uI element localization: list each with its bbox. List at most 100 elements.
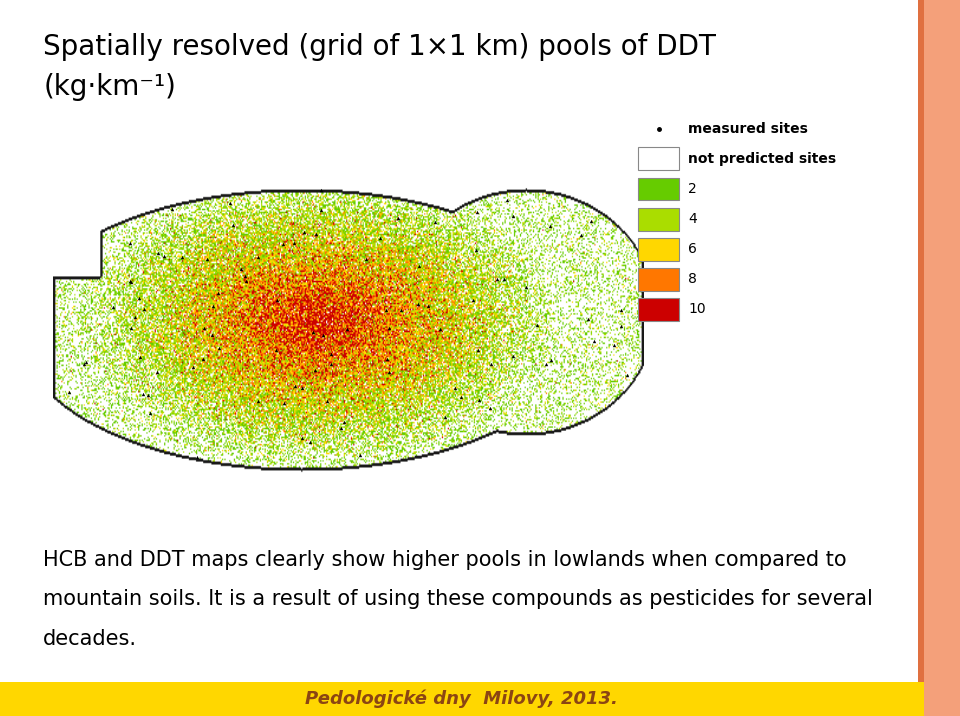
Point xyxy=(211,342,227,354)
Point xyxy=(251,395,266,407)
Point xyxy=(420,300,436,311)
Point xyxy=(185,362,201,373)
Point xyxy=(543,354,559,366)
Point xyxy=(149,366,164,377)
Point xyxy=(489,274,504,285)
Point xyxy=(123,276,138,288)
Point xyxy=(500,194,516,205)
Point xyxy=(295,382,310,394)
Point xyxy=(106,301,121,313)
Point xyxy=(150,247,165,258)
Point xyxy=(128,311,143,323)
Point xyxy=(233,263,249,275)
Point xyxy=(586,335,601,347)
Bar xyxy=(638,208,679,231)
Point xyxy=(316,329,331,341)
Bar xyxy=(924,0,960,716)
Point xyxy=(468,244,483,256)
Bar xyxy=(638,178,679,200)
Point xyxy=(276,238,291,250)
Point xyxy=(223,197,238,209)
Point xyxy=(195,353,210,364)
Point xyxy=(319,395,334,407)
Point xyxy=(447,382,463,394)
Point xyxy=(542,221,558,232)
Text: 8: 8 xyxy=(688,272,697,286)
Point xyxy=(313,205,328,216)
Point xyxy=(210,287,226,299)
Point xyxy=(134,388,150,400)
Point xyxy=(470,344,486,355)
Text: (kg·km⁻¹): (kg·km⁻¹) xyxy=(43,73,176,102)
Point xyxy=(156,250,172,261)
Point xyxy=(324,359,339,370)
Point xyxy=(297,226,312,238)
Point xyxy=(287,381,302,392)
Point xyxy=(132,293,147,304)
Point xyxy=(584,215,599,226)
Point xyxy=(432,324,447,335)
Point xyxy=(382,322,397,334)
Point xyxy=(164,203,180,215)
Text: 4: 4 xyxy=(688,212,697,226)
Point xyxy=(200,253,215,264)
Point xyxy=(239,275,254,286)
Point xyxy=(428,216,444,228)
Point xyxy=(61,387,77,398)
Point xyxy=(496,274,512,285)
Point xyxy=(339,324,354,335)
Point xyxy=(132,352,148,363)
Point xyxy=(141,390,156,401)
Bar xyxy=(638,298,679,321)
Bar xyxy=(638,238,679,261)
Point xyxy=(337,416,352,427)
Point xyxy=(122,237,137,248)
Point xyxy=(539,359,554,370)
Point xyxy=(506,211,521,222)
Point xyxy=(437,412,452,423)
Point xyxy=(276,397,292,408)
Bar xyxy=(918,0,924,716)
Point xyxy=(573,230,588,241)
Text: not predicted sites: not predicted sites xyxy=(688,152,836,166)
Point xyxy=(454,391,469,402)
Text: HCB and DDT maps clearly show higher pools in lowlands when compared to: HCB and DDT maps clearly show higher poo… xyxy=(43,550,847,570)
Point xyxy=(382,366,397,377)
Point xyxy=(379,353,395,364)
Point xyxy=(205,300,221,311)
Point xyxy=(305,326,321,338)
Point xyxy=(237,271,252,282)
Point xyxy=(619,369,635,380)
Point xyxy=(136,303,152,314)
Text: Spatially resolved (grid of 1×1 km) pools of DDT: Spatially resolved (grid of 1×1 km) pool… xyxy=(43,32,716,61)
Point xyxy=(142,407,157,419)
Point xyxy=(268,344,283,355)
Bar xyxy=(638,147,679,170)
Point xyxy=(410,299,425,310)
Text: mountain soils. It is a result of using these compounds as pesticides for severa: mountain soils. It is a result of using … xyxy=(43,589,873,609)
Point xyxy=(251,251,266,263)
Point xyxy=(352,450,368,461)
Point xyxy=(411,261,426,272)
Point xyxy=(580,313,595,324)
Point xyxy=(324,349,339,360)
Point xyxy=(506,350,521,362)
Point xyxy=(613,321,629,332)
Point xyxy=(471,394,487,405)
Point xyxy=(189,451,204,463)
Point xyxy=(613,304,629,316)
Bar xyxy=(638,268,679,291)
Text: decades.: decades. xyxy=(43,629,137,649)
Point xyxy=(76,359,91,370)
Point xyxy=(358,253,373,264)
Point xyxy=(313,184,328,195)
Point xyxy=(307,364,323,376)
Point xyxy=(123,322,138,334)
Point xyxy=(372,233,388,244)
Point xyxy=(483,359,498,370)
Point xyxy=(482,402,497,414)
Text: Pedologické dny  Milovy, 2013.: Pedologické dny Milovy, 2013. xyxy=(305,690,618,708)
Point xyxy=(226,219,241,231)
Point xyxy=(196,322,211,334)
Point xyxy=(295,432,310,444)
